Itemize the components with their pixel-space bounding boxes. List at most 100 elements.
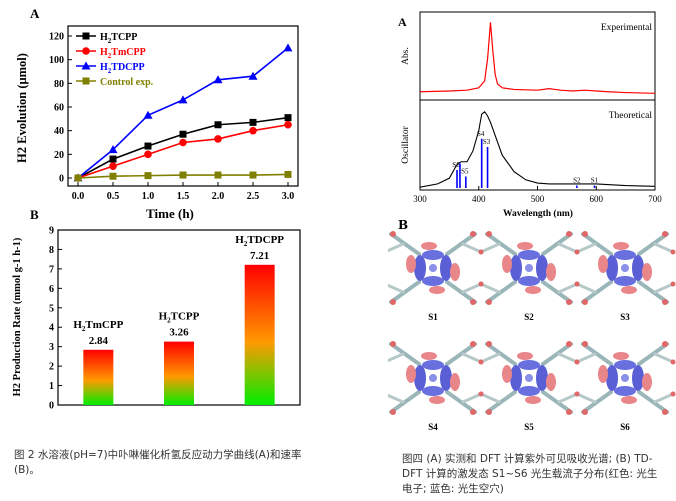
state-label: S2 bbox=[524, 312, 534, 322]
bar bbox=[164, 341, 194, 405]
spectra-x-tick-label: 400 bbox=[472, 194, 486, 204]
orbital-illustration bbox=[574, 231, 676, 305]
x-tick-label: 0.5 bbox=[107, 191, 120, 202]
legend-label: H2TCPP bbox=[100, 32, 137, 45]
oscillator-axis-label: Oscillator bbox=[401, 125, 411, 163]
bar bbox=[83, 349, 114, 405]
wavelength-axis-label: Wavelength (nm) bbox=[503, 208, 573, 219]
data-point bbox=[179, 138, 187, 147]
orbital-illustration bbox=[388, 231, 484, 305]
bar-category-label: H2TmCPP bbox=[73, 319, 123, 333]
bar-value-label: 3.26 bbox=[169, 327, 189, 339]
data-point bbox=[249, 171, 257, 179]
data-point bbox=[214, 121, 222, 129]
state-label: S6 bbox=[620, 422, 630, 432]
left-caption: 图 2 水溶液(pH=7)中卟啉催化析氢反应动力学曲线(A)和速率(B)。 bbox=[14, 449, 302, 476]
spectra-x-tick-label: 700 bbox=[648, 194, 662, 204]
experimental-title: Experimental bbox=[601, 23, 653, 33]
x-tick-label: 0.0 bbox=[72, 191, 85, 202]
legend-marker bbox=[82, 77, 90, 85]
panel-label-spectra: A bbox=[398, 15, 407, 29]
stick-label: S6 bbox=[452, 161, 460, 169]
x-tick-label: 2.5 bbox=[247, 191, 260, 202]
orbital-illustration bbox=[478, 231, 580, 305]
stick-label: S2 bbox=[573, 177, 581, 185]
data-point bbox=[284, 114, 292, 122]
bar-y-tick-label: 1 bbox=[49, 381, 54, 392]
data-point bbox=[179, 130, 187, 138]
y-tick-label: 80 bbox=[54, 79, 64, 90]
h2-rate-bar-chart: B 0 1 2 3 4 5 6 7 8 9 2.84 H2TmCPP 3.26 H2TCPP 7.21 H2… bbox=[12, 207, 301, 412]
legend-label: H2TDCPP bbox=[100, 62, 145, 75]
bar-y-tick-label: 3 bbox=[49, 342, 54, 353]
bar-y-tick-label: 4 bbox=[49, 323, 54, 334]
data-point bbox=[179, 171, 187, 179]
data-point bbox=[213, 75, 223, 84]
spectra-x-tick-label: 600 bbox=[590, 194, 604, 204]
bar-y-tick-label: 6 bbox=[49, 284, 54, 295]
right-caption: 图四 (A) 实测和 DFT 计算紫外可见吸收光谱; (B) TD-DFT 计算… bbox=[402, 453, 658, 495]
x-tick-label: 1.0 bbox=[142, 191, 155, 202]
data-point bbox=[74, 174, 82, 182]
x-tick-label: 2.0 bbox=[212, 191, 225, 202]
legend-label: Control exp. bbox=[100, 77, 154, 88]
bar-y-tick-label: 0 bbox=[49, 401, 54, 412]
bar-y-axis-label: H2 Production Rate (mmol g-1 h-1) bbox=[12, 237, 23, 396]
data-point bbox=[109, 155, 117, 163]
data-point bbox=[214, 135, 222, 143]
bar-y-tick-label: 5 bbox=[49, 303, 54, 314]
stick-label: S1 bbox=[591, 177, 599, 185]
bar-category-label: H2TDCPP bbox=[235, 234, 284, 248]
experimental-curve bbox=[419, 22, 656, 94]
uv-vis-spectra-chart: A Experimental Theoretical Abs. Oscillat… bbox=[398, 11, 662, 219]
data-point bbox=[248, 71, 258, 80]
data-point bbox=[284, 170, 292, 178]
panel-label-a: A bbox=[30, 6, 40, 21]
abs-axis-label: Abs. bbox=[401, 47, 411, 65]
orbital-illustration bbox=[388, 341, 484, 415]
legend-marker bbox=[82, 32, 90, 40]
legend: H2TCPP H2TmCPP H2TDCPP Control exp. bbox=[76, 32, 154, 88]
bar-value-label: 7.21 bbox=[250, 250, 269, 262]
x-tick-label: 3.0 bbox=[282, 191, 295, 202]
stick-label: S5 bbox=[461, 168, 469, 176]
y-axis-label: H2 Evolution (μmol) bbox=[15, 53, 29, 163]
data-point bbox=[249, 118, 257, 126]
panel-label-b: B bbox=[30, 207, 39, 222]
x-tick-label: 1.5 bbox=[177, 191, 190, 202]
bar-value-label: 2.84 bbox=[89, 335, 109, 347]
legend-marker bbox=[81, 61, 91, 70]
spectra-x-tick-label: 500 bbox=[531, 194, 545, 204]
y-tick-label: 40 bbox=[54, 126, 64, 137]
y-tick-label: 60 bbox=[54, 103, 64, 114]
data-point bbox=[108, 145, 118, 154]
stick-label: S4 bbox=[477, 130, 485, 138]
data-point bbox=[143, 110, 153, 119]
theoretical-title: Theoretical bbox=[609, 111, 653, 121]
data-point bbox=[283, 43, 293, 52]
orbital-illustration bbox=[574, 341, 676, 415]
y-tick-label: 0 bbox=[59, 174, 64, 185]
state-label: S4 bbox=[428, 422, 438, 432]
series-line bbox=[77, 116, 289, 179]
panel-label-orbitals: B bbox=[398, 218, 409, 232]
bar-category-label: H2TCPP bbox=[159, 311, 200, 325]
state-label: S5 bbox=[524, 422, 534, 432]
data-point bbox=[144, 172, 152, 180]
data-point bbox=[109, 162, 117, 170]
state-label: S3 bbox=[620, 312, 630, 322]
excited-state-orbital-panels: S1 S2 S3 S4 S5 S6 bbox=[388, 231, 676, 432]
spectra-x-tick-label: 300 bbox=[413, 194, 427, 204]
y-tick-label: 20 bbox=[54, 150, 64, 161]
orbital-illustration bbox=[478, 341, 580, 415]
data-point bbox=[284, 120, 292, 129]
data-point bbox=[144, 142, 152, 150]
data-point bbox=[109, 172, 117, 180]
data-point bbox=[144, 150, 152, 159]
data-point bbox=[178, 95, 188, 104]
h2-evolution-chart: A 0.0 0.5 1.0 1.5 2.0 2.5 3.0 0 20 40 60 80 100 120 H… bbox=[15, 6, 299, 221]
bar-y-tick-label: 7 bbox=[49, 264, 54, 275]
legend-label: H2TmCPP bbox=[100, 47, 146, 60]
bar-y-tick-label: 8 bbox=[49, 245, 54, 256]
x-axis-label: Time (h) bbox=[146, 206, 194, 221]
